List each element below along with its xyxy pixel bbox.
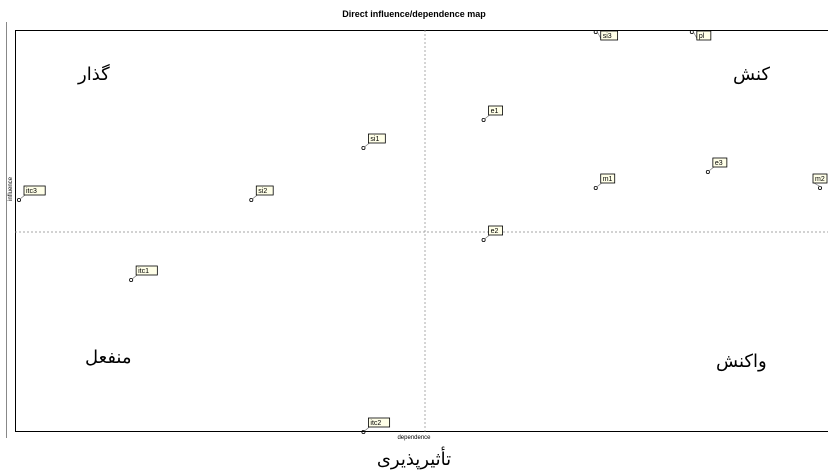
- point-marker-e2: [481, 237, 486, 242]
- point-label-box-e1: [488, 105, 503, 116]
- leader-line-m2: [813, 182, 822, 188]
- point-marker-si2: [249, 197, 254, 202]
- quadrant-label-top-left: گذار: [78, 64, 110, 85]
- point-marker-e3: [705, 169, 710, 174]
- point-label-box-si3: [600, 30, 619, 41]
- point-label-itc2: itc2: [370, 420, 381, 427]
- y-axis-label: influence: [8, 176, 14, 202]
- point-e2: e2: [481, 225, 503, 242]
- leader-line-itc2: [364, 426, 370, 432]
- point-e3: e3: [705, 157, 728, 174]
- point-pl: pl: [689, 29, 712, 41]
- point-label-si2: si2: [258, 188, 267, 195]
- chart-title: Direct influence/dependence map: [342, 9, 486, 19]
- quadrant-label-top-right: کنش: [733, 64, 770, 85]
- leader-line-itc3: [19, 194, 26, 200]
- leader-line-si1: [364, 142, 370, 148]
- leader-line-si2: [252, 194, 258, 200]
- point-label-e2: e2: [491, 228, 499, 235]
- plot-area: [15, 30, 828, 432]
- point-marker-si3: [593, 29, 598, 34]
- point-label-si3: si3: [603, 33, 612, 40]
- point-marker-e1: [481, 118, 486, 123]
- x-axis-label: dependence: [397, 435, 431, 441]
- point-label-e3: e3: [715, 160, 723, 167]
- point-label-m2: m2: [815, 176, 825, 183]
- point-itc3: itc3: [16, 185, 46, 202]
- leader-line-e1: [484, 114, 490, 120]
- point-label-box-itc3: [23, 185, 46, 196]
- leader-line-e2: [484, 234, 490, 240]
- point-label-box-e3: [712, 157, 728, 168]
- point-label-box-m1: [600, 173, 616, 184]
- point-label-pl: pl: [699, 33, 705, 40]
- point-si1: si1: [361, 133, 386, 150]
- point-m1: m1: [593, 173, 616, 190]
- point-marker-itc1: [129, 277, 134, 282]
- leader-line-m1: [596, 182, 602, 188]
- point-si3: si3: [593, 29, 619, 41]
- point-itc1: itc1: [129, 265, 158, 282]
- point-label-box-m2: [812, 173, 828, 184]
- point-label-box-si1: [368, 133, 386, 144]
- point-marker-m2: [818, 185, 823, 190]
- point-marker-pl: [689, 29, 694, 34]
- point-label-itc1: itc1: [138, 268, 149, 275]
- point-marker-itc3: [16, 197, 21, 202]
- quadrant-label-bottom-left: منفعل: [85, 347, 132, 368]
- caption: تأثیرپذیری: [376, 449, 452, 470]
- leader-line-e3: [708, 166, 715, 172]
- point-itc2: itc2: [361, 417, 391, 434]
- leader-line-itc1: [131, 274, 138, 280]
- points-layer: si3 pl e1 si1 itc3 si2 m1 e3 m2 e2 itc1 itc2: [16, 29, 828, 434]
- point-label-box-si2: [255, 185, 274, 196]
- point-marker-itc2: [361, 429, 366, 434]
- point-marker-si1: [361, 145, 366, 150]
- point-label-si1: si1: [370, 136, 379, 143]
- point-label-box-e2: [488, 225, 503, 236]
- point-si2: si2: [249, 185, 274, 202]
- point-label-box-itc2: [368, 417, 391, 428]
- point-label-box-pl: [696, 30, 712, 41]
- point-label-itc3: itc3: [26, 188, 37, 195]
- point-e1: e1: [481, 105, 503, 123]
- point-label-m1: m1: [603, 176, 613, 183]
- point-label-box-itc1: [135, 265, 158, 276]
- point-label-e1: e1: [491, 108, 499, 115]
- point-marker-m1: [593, 185, 598, 190]
- frame-left-border: [6, 22, 7, 438]
- quadrant-label-bottom-right: واکنش: [716, 351, 767, 372]
- point-m2: m2: [812, 173, 828, 190]
